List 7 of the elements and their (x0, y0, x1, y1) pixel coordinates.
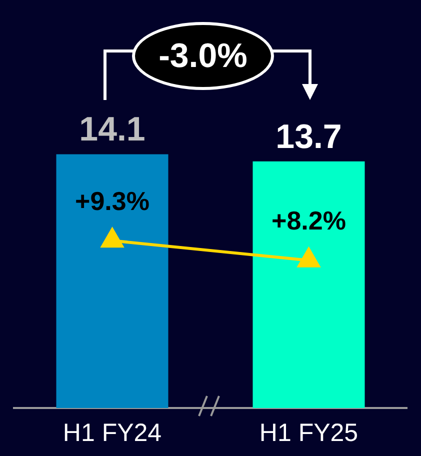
text: -3.0% (132, 22, 274, 90)
data-label: 14.1 (79, 110, 146, 149)
data-label: +8.2% (272, 206, 346, 236)
x-tick-label: H1 FY24 (62, 418, 162, 447)
data-label: +9.3% (75, 186, 150, 216)
x-tick-label: H1 FY25 (259, 418, 358, 447)
data-label: 13.7 (276, 118, 342, 156)
